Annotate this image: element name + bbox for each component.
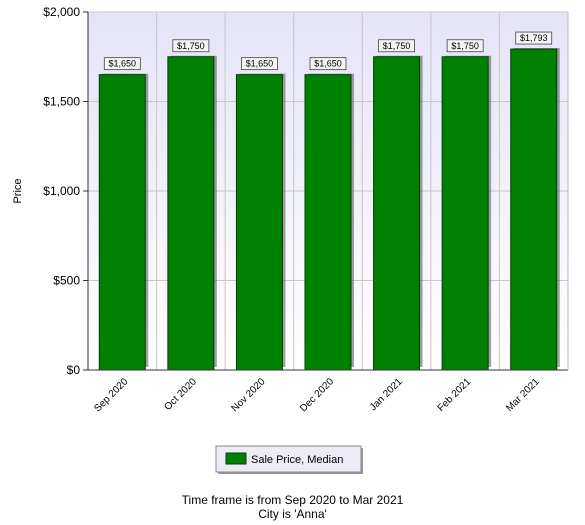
legend-label: Sale Price, Median: [251, 454, 343, 466]
footer-timeframe: Time frame is from Sep 2020 to Mar 2021: [181, 493, 404, 507]
x-tick-label: Nov 2020: [229, 376, 267, 414]
data-label-box: [309, 57, 347, 71]
data-label-box: [515, 31, 553, 45]
legend-swatch: [225, 452, 247, 465]
x-tick-label: Dec 2020: [298, 376, 336, 414]
x-tick-label: Sep 2020: [92, 376, 130, 414]
x-tick-label: Oct 2020: [162, 376, 199, 413]
data-label: $1,650: [109, 59, 137, 69]
y-axis-title: Price: [12, 178, 24, 203]
footer-city: City is 'Anna': [258, 507, 327, 521]
y-tick-label: $2,000: [43, 5, 80, 19]
data-label: $1,650: [246, 59, 274, 69]
data-label-box: [378, 39, 415, 53]
data-label: $1,793: [520, 33, 548, 43]
x-tick-label: Jan 2021: [368, 376, 405, 413]
data-label-box: [103, 57, 141, 71]
data-label-box: [446, 39, 484, 53]
data-label-box: [241, 57, 278, 71]
data-label: $1,650: [314, 59, 342, 69]
y-tick-label: $500: [53, 274, 80, 288]
y-tick-label: $1,500: [43, 95, 80, 109]
legend-box: [215, 445, 362, 473]
bar: [304, 74, 352, 371]
x-tick-label: Feb 2021: [436, 376, 474, 414]
bar: [235, 74, 283, 371]
data-label: $1,750: [383, 41, 411, 51]
y-tick-label: $1,000: [43, 184, 80, 198]
data-label: $1,750: [177, 41, 205, 51]
bar: [510, 48, 558, 371]
bar: [373, 56, 421, 371]
bar: [441, 56, 489, 371]
x-tick-label: Mar 2021: [504, 376, 542, 414]
data-label: $1,750: [451, 41, 479, 51]
bar: [98, 74, 146, 371]
bar: [167, 56, 215, 371]
y-tick-label: $0: [67, 363, 81, 377]
data-label-box: [172, 39, 210, 53]
